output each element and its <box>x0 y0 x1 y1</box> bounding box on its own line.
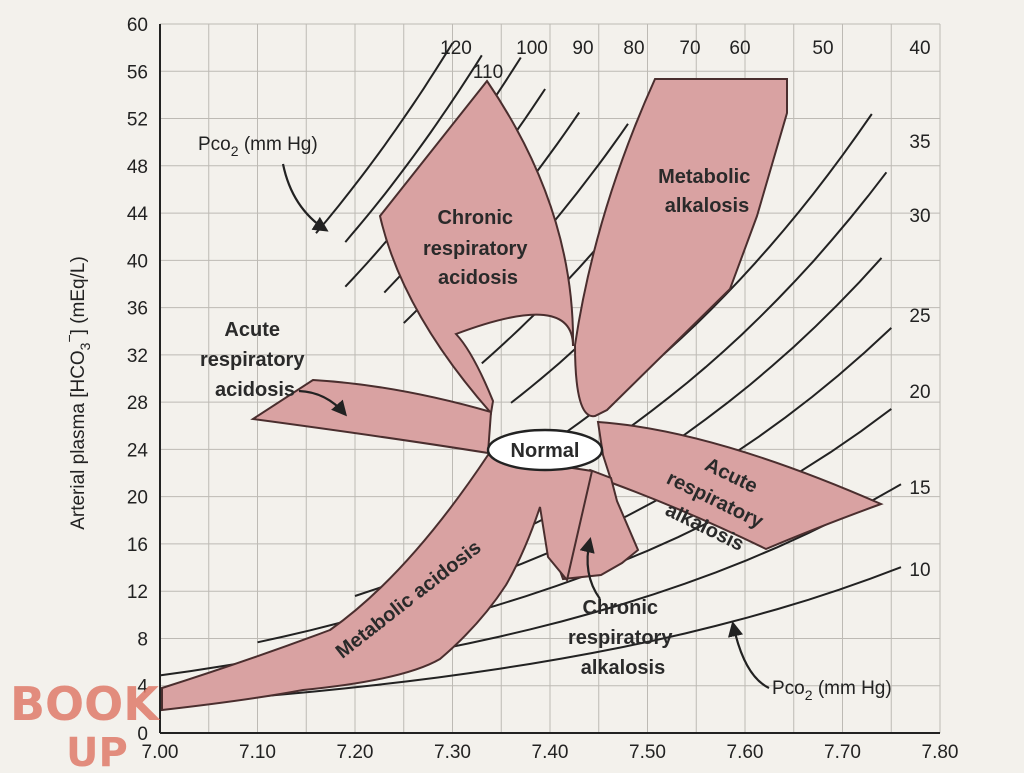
isobar-label: 30 <box>909 206 930 227</box>
x-tick-label: 7.80 <box>922 742 959 763</box>
region-chronic-respiratory-acidosis <box>378 79 575 416</box>
label-acute-respiratory-acidosis: Acute respiratory acidosis <box>200 319 310 401</box>
isobar-label: 20 <box>909 382 930 403</box>
y-tick-label: 12 <box>127 582 148 603</box>
isobar-label: 70 <box>679 38 700 59</box>
label-araci-line3: acidosis <box>215 379 295 401</box>
regions <box>161 78 884 712</box>
y-tick-label: 44 <box>127 204 149 225</box>
label-ma-line1: Metabolic <box>658 166 750 188</box>
x-tick-label: 7.20 <box>337 742 374 763</box>
label-cralk-line1: Chronic <box>582 597 658 619</box>
label-cra-line3: acidosis <box>438 267 518 289</box>
y-tick-label: 56 <box>127 62 148 83</box>
x-tick-label: 7.30 <box>434 742 471 763</box>
region-metabolic-acidosis <box>161 453 594 712</box>
arrow-pco2-top <box>281 163 329 232</box>
axes <box>159 24 940 734</box>
y-tick-label: 16 <box>127 535 148 556</box>
y-tick-label: 36 <box>127 299 148 320</box>
label-ma-line2: alkalosis <box>665 195 750 217</box>
logo-line1: BOOK <box>10 677 161 731</box>
isobar-label: 50 <box>812 38 833 59</box>
isobar-label: 120 <box>440 38 472 59</box>
arrows <box>281 163 770 689</box>
isobar-line <box>315 42 454 234</box>
isobar-label: 10 <box>909 560 930 581</box>
label-araci-line1: Acute <box>224 319 280 341</box>
pco2-label-top: Pco2 (mm Hg) <box>198 134 318 159</box>
y-tick-label: 20 <box>127 488 148 509</box>
label-cra-line2: respiratory <box>423 238 528 260</box>
label-normal: Normal <box>511 440 580 462</box>
label-chronic-respiratory-alkalosis: Chronic respiratory alkalosis <box>568 597 678 679</box>
logo-line2: UP <box>66 730 128 768</box>
y-tick-label: 32 <box>127 346 148 367</box>
isobar-line <box>344 54 483 243</box>
isobar-label: 15 <box>909 478 930 499</box>
y-tick-label: 4 <box>137 677 148 698</box>
region-acute-respiratory-alkalosis <box>596 420 884 551</box>
label-cra-line1: Chronic <box>437 207 513 229</box>
arrow-pco2-bottom <box>728 620 770 689</box>
isobar-label: 35 <box>909 132 930 153</box>
isobar-label: 40 <box>909 38 930 59</box>
arrow-chronic-respiratory-alkalosis <box>579 537 601 600</box>
y-tick-label: 0 <box>137 724 148 745</box>
arrow-acute-respiratory-acidosis <box>298 389 348 417</box>
label-chronic-respiratory-acidosis: Chronic respiratory acidosis <box>423 207 533 289</box>
y-tick-label: 28 <box>127 393 148 414</box>
x-tick-label: 7.10 <box>239 742 276 763</box>
x-tick-label: 7.00 <box>142 742 179 763</box>
x-tick-label: 7.70 <box>824 742 861 763</box>
isobar-line <box>520 113 873 464</box>
region-metabolic-alkalosis <box>573 78 788 418</box>
y-tick-label: 8 <box>137 629 148 650</box>
isobar-label: 25 <box>909 306 930 327</box>
y-tick-label: 48 <box>127 157 148 178</box>
isobar-label: 90 <box>572 38 593 59</box>
y-axis-title: Arterial plasma [HCO3−] (mEq/L) <box>61 256 93 530</box>
label-metabolic-alkalosis: Metabolic alkalosis <box>658 166 756 217</box>
y-tick-label: 24 <box>127 440 149 461</box>
watermark-logo: BOOK UP <box>8 676 164 773</box>
y-tick-label: 60 <box>127 15 148 36</box>
pco2-label-bottom: Pco2 (mm Hg) <box>772 678 892 703</box>
x-tick-labels: 7.00 7.10 7.20 7.30 7.40 7.50 7.60 7.70 7.80 <box>142 742 959 763</box>
isobar-label: 110 <box>473 62 503 83</box>
y-tick-label: 52 <box>127 110 148 131</box>
label-araci-line2: respiratory <box>200 349 305 371</box>
normal-region: Normal <box>486 428 604 472</box>
isobar-label: 80 <box>623 38 644 59</box>
label-cralk-line2: respiratory <box>568 627 673 649</box>
x-tick-label: 7.40 <box>532 742 569 763</box>
isobar-label: 60 <box>729 38 750 59</box>
label-cralk-line3: alkalosis <box>581 657 666 679</box>
x-tick-label: 7.50 <box>629 742 666 763</box>
x-tick-label: 7.60 <box>727 742 764 763</box>
isobar-label: 100 <box>516 38 548 59</box>
y-tick-label: 40 <box>127 251 148 272</box>
